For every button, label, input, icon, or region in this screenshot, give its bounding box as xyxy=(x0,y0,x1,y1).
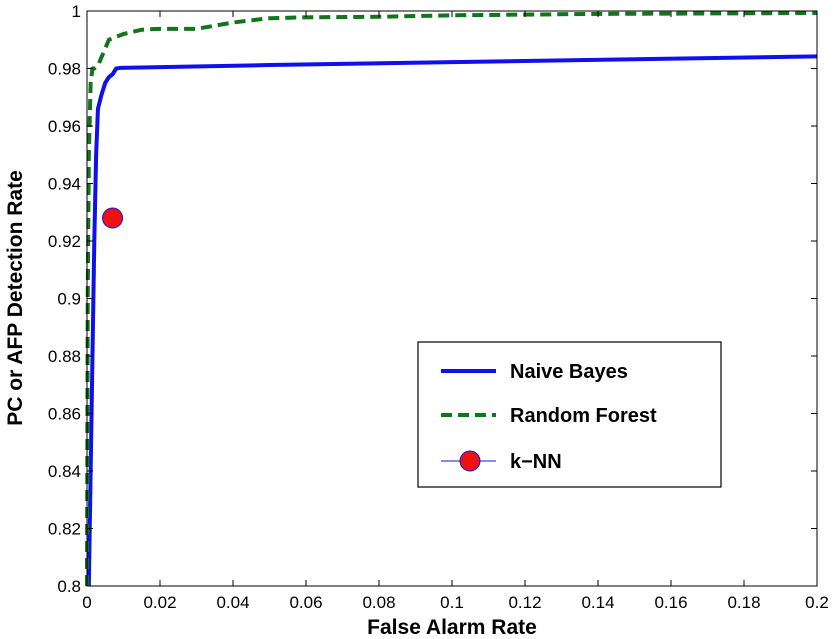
legend: Naive Bayes Random Forest k−NN xyxy=(417,341,722,488)
x-tick-label: 0.18 xyxy=(727,593,760,612)
x-tick-label: 0.16 xyxy=(654,593,687,612)
y-tick-label: 0.82 xyxy=(48,520,81,539)
y-tick-label: 0.84 xyxy=(48,462,81,481)
x-tick-label: 0.1 xyxy=(440,593,464,612)
x-tick-label: 0 xyxy=(82,593,91,612)
legend-swatch-knn-marker xyxy=(459,450,481,472)
y-tick-label: 0.92 xyxy=(48,232,81,251)
x-tick-label: 0.02 xyxy=(143,593,176,612)
series-line-naive-bayes xyxy=(86,54,818,587)
x-tick-label: 0.14 xyxy=(581,593,614,612)
series-layer xyxy=(85,11,818,587)
x-tick-label: 0.12 xyxy=(508,593,541,612)
legend-label-naive-bayes: Naive Bayes xyxy=(510,361,628,383)
x-tick-label: 0.2 xyxy=(805,593,829,612)
x-tick-label: 0.08 xyxy=(362,593,395,612)
y-tick-label: 0.98 xyxy=(48,60,81,79)
legend-label-knn: k−NN xyxy=(510,451,562,473)
y-tick-label: 0.8 xyxy=(57,577,81,596)
y-tick-label: 0.86 xyxy=(48,405,81,424)
y-tick-label: 0.9 xyxy=(57,290,81,309)
x-tick-label: 0.06 xyxy=(289,593,322,612)
y-tick-label: 1 xyxy=(72,2,81,21)
x-axis-label: False Alarm Rate xyxy=(367,616,537,639)
y-tick-label: 0.94 xyxy=(48,175,81,194)
legend-label-random-forest: Random Forest xyxy=(510,405,657,427)
x-tick-label: 0.04 xyxy=(216,593,249,612)
y-tick-label: 0.96 xyxy=(48,117,81,136)
y-tick-label: 0.88 xyxy=(48,347,81,366)
tick-layer: 0 0.02 0.04 0.06 0.08 0.1 0.12 0.14 0.16 0.18 0.2 0… xyxy=(48,2,829,612)
point-k-nn xyxy=(102,207,124,229)
y-axis-label: PC or AFP Detection Rate xyxy=(4,170,27,426)
series-line-random-forest xyxy=(85,11,818,587)
